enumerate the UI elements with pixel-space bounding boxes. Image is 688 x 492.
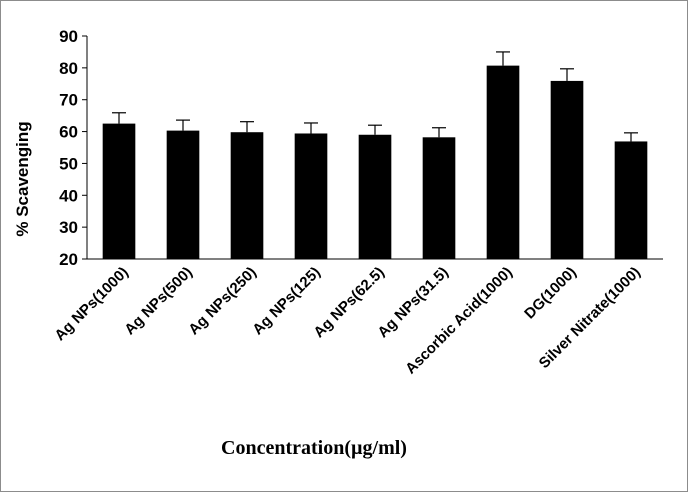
bar — [614, 141, 648, 259]
y-axis-title: % Scavenging — [13, 121, 32, 236]
x-category-label: Ag NPs(500) — [121, 264, 196, 339]
bar — [550, 80, 584, 259]
bar — [486, 65, 520, 260]
y-tick-label: 50 — [59, 154, 78, 173]
y-tick-label: 90 — [59, 27, 78, 46]
bars — [102, 65, 648, 260]
bar — [422, 137, 456, 259]
x-axis-category-labels: Ag NPs(1000)Ag NPs(500)Ag NPs(250)Ag NPs… — [51, 264, 643, 378]
y-tick-label: 60 — [59, 123, 78, 142]
y-tick-label: 70 — [59, 91, 78, 110]
y-tick-label: 40 — [59, 186, 78, 205]
y-axis-ticks: 20 30 40 50 60 70 80 90 — [59, 27, 87, 269]
bar — [102, 123, 136, 259]
x-category-label: DG(1000) — [521, 264, 580, 323]
error-bars — [112, 51, 638, 142]
bar — [358, 134, 392, 259]
bar — [166, 130, 200, 259]
bar — [230, 132, 264, 259]
y-tick-label: 80 — [59, 59, 78, 78]
y-tick-label: 30 — [59, 218, 78, 237]
y-tick-label: 20 — [59, 250, 78, 269]
x-axis-title: Concentration(µg/ml) — [221, 437, 407, 459]
x-category-label: Ag NPs(1000) — [51, 264, 131, 344]
bar — [294, 133, 328, 259]
x-category-label: Ag NPs(250) — [185, 264, 260, 339]
x-category-label: Ascorbic Acid(1000) — [402, 264, 516, 378]
